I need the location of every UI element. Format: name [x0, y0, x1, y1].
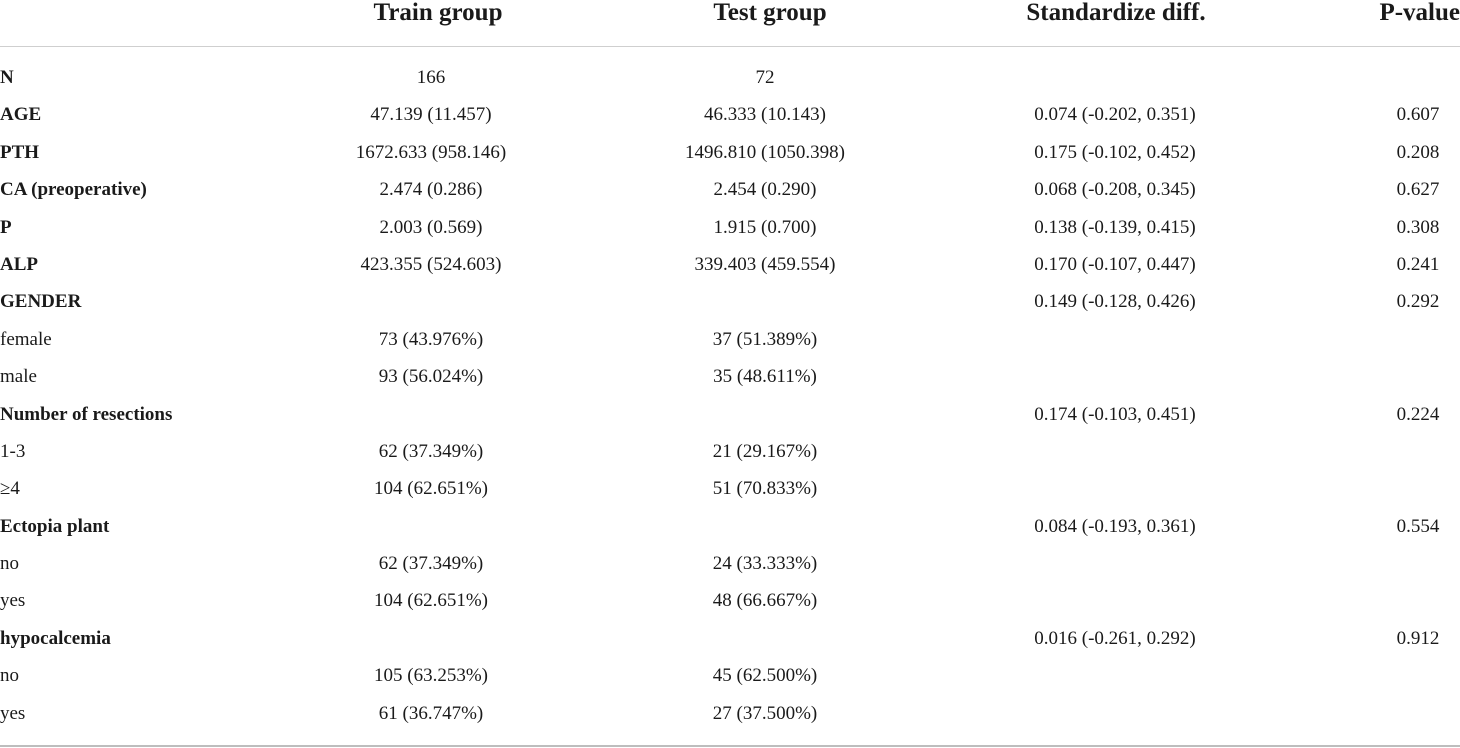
row-label: no — [0, 665, 19, 687]
table-row: no 62 (37.349%) 24 (33.333%) — [0, 545, 1460, 582]
train-value: 104 (62.651%) — [374, 590, 488, 612]
train-value: 104 (62.651%) — [374, 478, 488, 500]
row-label: yes — [0, 702, 26, 724]
row-label: Ectopia plant — [0, 515, 110, 537]
row-label: N — [0, 67, 14, 88]
row-label: PTH — [0, 141, 40, 163]
row-label: CA (preoperative) — [0, 179, 147, 201]
row-label: hypocalcemia — [0, 627, 111, 649]
test-value: 21 (29.167%) — [712, 440, 818, 462]
table-row: hypocalcemia 0.016 (-0.261, 0.292) 0.912 — [0, 620, 1460, 657]
train-value: 105 (63.253%) — [374, 665, 488, 687]
p-value: 0.627 — [1396, 179, 1440, 201]
train-value: 47.139 (11.457) — [370, 104, 492, 126]
table-body: N 166 72 AGE 47.139 (11.457) 46.333 (10.143) 0… — [0, 59, 1460, 732]
test-value: 45 (62.500%) — [712, 665, 818, 687]
table-row: no 105 (63.253%) 45 (62.500%) — [0, 657, 1460, 694]
row-label: AGE — [0, 104, 42, 126]
row-label: no — [0, 553, 19, 575]
table-row: male 93 (56.024%) 35 (48.611%) — [0, 358, 1460, 395]
data-table: Train group Test group Standardize diff.… — [0, 0, 1460, 724]
test-value: 35 (48.611%) — [713, 366, 817, 388]
standardize-diff-value: 0.084 (-0.193, 0.361) — [1034, 515, 1196, 537]
header-test-group: Test group — [713, 0, 827, 26]
train-value: 1672.633 (958.146) — [355, 141, 507, 163]
test-value: 51 (70.833%) — [712, 478, 818, 500]
header-train-group: Train group — [373, 0, 503, 26]
train-value: 2.003 (0.569) — [379, 216, 483, 238]
test-value: 1496.810 (1050.398) — [685, 141, 845, 163]
standardize-diff-value: 0.174 (-0.103, 0.451) — [1034, 403, 1196, 425]
row-label: 1-3 — [0, 440, 26, 462]
test-value: 46.333 (10.143) — [704, 104, 826, 126]
row-label: ≥4 — [0, 478, 20, 500]
p-value: 0.292 — [1396, 291, 1440, 313]
p-value: 0.554 — [1396, 515, 1440, 537]
test-value: 339.403 (459.554) — [694, 253, 836, 275]
test-value: 37 (51.389%) — [712, 328, 818, 350]
p-value: 0.208 — [1396, 141, 1440, 163]
table-row: AGE 47.139 (11.457) 46.333 (10.143) 0.074 (… — [0, 96, 1460, 133]
table-row: N 166 72 — [0, 59, 1460, 96]
test-value: 24 (33.333%) — [712, 553, 818, 575]
table-row: P 2.003 (0.569) 1.915 (0.700) 0.138 (-0.139… — [0, 209, 1460, 246]
standardize-diff-value: 0.016 (-0.261, 0.292) — [1034, 627, 1196, 649]
test-value: 72 — [755, 67, 775, 88]
train-value: 73 (43.976%) — [378, 328, 484, 350]
train-value: 62 (37.349%) — [378, 553, 484, 575]
standardize-diff-value: 0.068 (-0.208, 0.345) — [1034, 179, 1196, 201]
train-value: 166 — [416, 67, 446, 88]
p-value: 0.241 — [1396, 253, 1440, 275]
test-value: 2.454 (0.290) — [713, 179, 817, 201]
table-row: Ectopia plant 0.084 (-0.193, 0.361) 0.554 — [0, 508, 1460, 545]
test-value: 1.915 (0.700) — [713, 216, 817, 238]
train-value: 423.355 (524.603) — [360, 253, 502, 275]
p-value: 0.607 — [1396, 104, 1440, 126]
row-label: female — [0, 328, 52, 350]
table-bottom-rule — [0, 745, 1460, 747]
table-row: ≥4 104 (62.651%) 51 (70.833%) — [0, 470, 1460, 507]
standardize-diff-value: 0.149 (-0.128, 0.426) — [1034, 291, 1196, 313]
row-label: ALP — [0, 253, 38, 275]
table-row: CA (preoperative) 2.474 (0.286) 2.454 (0.2… — [0, 171, 1460, 208]
standardize-diff-value: 0.138 (-0.139, 0.415) — [1034, 216, 1196, 238]
standardize-diff-value: 0.175 (-0.102, 0.452) — [1034, 141, 1196, 163]
table-row: yes 104 (62.651%) 48 (66.667%) — [0, 582, 1460, 619]
p-value: 0.912 — [1396, 627, 1440, 649]
train-value: 2.474 (0.286) — [379, 179, 483, 201]
table-row: ALP 423.355 (524.603) 339.403 (459.554) 0.1… — [0, 246, 1460, 283]
row-label: P — [0, 216, 12, 238]
table-row: female 73 (43.976%) 37 (51.389%) — [0, 321, 1460, 358]
row-label: male — [0, 366, 37, 388]
test-value: 27 (37.500%) — [712, 702, 818, 724]
test-value: 48 (66.667%) — [712, 590, 818, 612]
table-row: 1-3 62 (37.349%) 21 (29.167%) — [0, 433, 1460, 470]
row-label: Number of resections — [0, 403, 173, 425]
table-row: GENDER 0.149 (-0.128, 0.426) 0.292 — [0, 283, 1460, 320]
train-value: 62 (37.349%) — [378, 440, 484, 462]
table-row: yes 61 (36.747%) 27 (37.500%) — [0, 695, 1460, 732]
table-row: Number of resections 0.174 (-0.103, 0.451… — [0, 396, 1460, 433]
row-label: GENDER — [0, 291, 82, 313]
train-value: 93 (56.024%) — [378, 366, 484, 388]
p-value: 0.224 — [1396, 403, 1440, 425]
train-value: 61 (36.747%) — [378, 702, 484, 724]
header-standardize-diff: Standardize diff. — [1026, 0, 1206, 26]
table-row: PTH 1672.633 (958.146) 1496.810 (1050.398)… — [0, 134, 1460, 171]
row-label: yes — [0, 590, 26, 612]
header-p-value: P-value — [1379, 0, 1460, 26]
standardize-diff-value: 0.170 (-0.107, 0.447) — [1034, 253, 1196, 275]
table-header: Train group Test group Standardize diff.… — [0, 0, 1460, 47]
standardize-diff-value: 0.074 (-0.202, 0.351) — [1034, 104, 1196, 126]
p-value: 0.308 — [1396, 216, 1440, 238]
